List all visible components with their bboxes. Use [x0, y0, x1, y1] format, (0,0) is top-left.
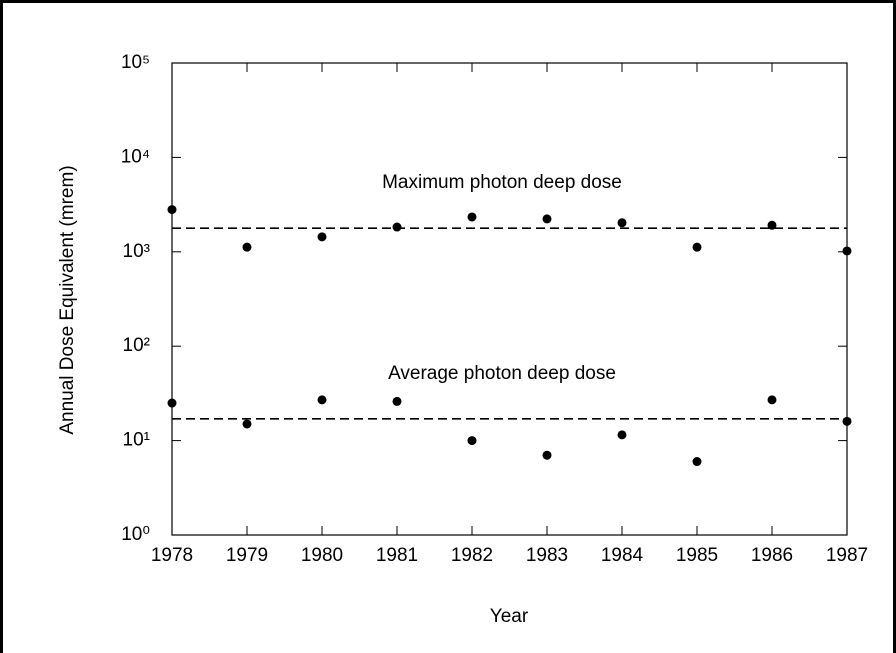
x-tick-label: 1979 [226, 545, 268, 566]
point [392, 396, 402, 406]
y-tick-label: 10³ [123, 241, 150, 262]
y-tick-label: 10² [123, 335, 150, 356]
point [842, 246, 852, 256]
y-tick-label: 10⁴ [121, 146, 150, 167]
reference-label: Maximum photon deep dose [382, 172, 622, 193]
point [617, 218, 627, 228]
x-tick-label: 1980 [301, 545, 343, 566]
point [317, 395, 327, 405]
point [692, 242, 702, 252]
point [842, 416, 852, 426]
point [167, 205, 177, 215]
point [242, 419, 252, 429]
x-tick-label: 1983 [526, 545, 568, 566]
x-tick-label: 1987 [826, 545, 868, 566]
x-tick-label: 1982 [451, 545, 493, 566]
y-axis-label: Annual Dose Equivalent (mrem) [57, 165, 78, 434]
x-tick-label: 1978 [151, 545, 193, 566]
reference-label: Average photon deep dose [388, 363, 616, 384]
x-axis-label: Year [490, 606, 529, 627]
point [542, 214, 552, 224]
x-tick-label: 1985 [676, 545, 718, 566]
point [242, 242, 252, 252]
x-tick-label: 1986 [751, 545, 793, 566]
x-tick-label: 1981 [376, 545, 418, 566]
point [767, 395, 777, 405]
y-tick-label: 10⁰ [121, 524, 150, 545]
y-tick-label: 10⁵ [121, 52, 150, 73]
plot-area [171, 62, 848, 536]
point [767, 220, 777, 230]
point [317, 232, 327, 242]
point [467, 436, 477, 446]
x-tick-label: 1984 [601, 545, 644, 566]
point [167, 398, 177, 408]
point [392, 222, 402, 232]
point [692, 457, 702, 467]
y-tick-label: 10¹ [123, 430, 150, 451]
point [617, 430, 627, 440]
point [542, 450, 552, 460]
point [467, 212, 477, 222]
